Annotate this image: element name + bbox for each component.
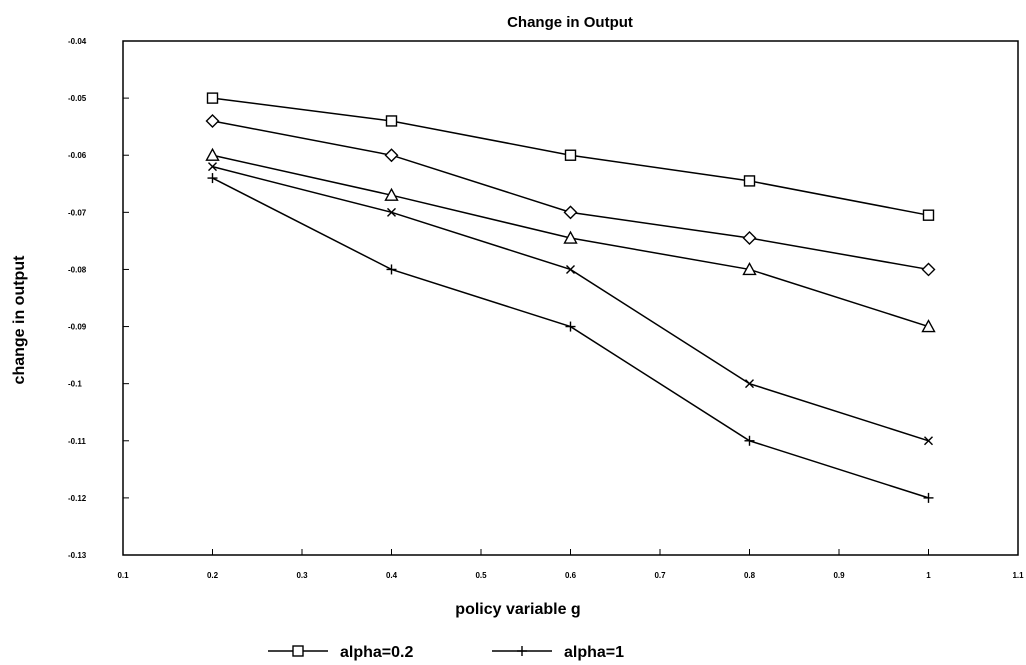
x-tick-label: 1.1 (1012, 571, 1024, 580)
series-layer (205, 92, 936, 503)
data-point-square (385, 115, 398, 127)
legend-label: alpha=0.2 (340, 644, 413, 661)
series-5 (207, 173, 934, 503)
data-point-triangle (921, 319, 936, 333)
x-axis-label: policy variable g (455, 601, 580, 618)
data-point-square (564, 149, 577, 161)
legend: alpha=0.2 alpha=1 (268, 644, 624, 661)
x-tick-label: 0.4 (386, 571, 398, 580)
data-point-x (566, 264, 575, 274)
chart-title: Change in Output (507, 14, 633, 31)
x-tick-label: 0.3 (296, 571, 308, 580)
data-point-diamond (563, 205, 578, 220)
x-axis-ticks: 0.1 0.2 0.3 0.4 0.5 0.6 0.7 0.8 0.9 1 1.1 (117, 549, 1024, 580)
y-tick-label: -0.07 (68, 208, 87, 217)
series-line (212, 177, 929, 499)
data-point-diamond (921, 262, 936, 277)
data-point-diamond (384, 148, 399, 163)
y-tick-label: -0.05 (68, 94, 87, 103)
legend-label: alpha=1 (564, 644, 624, 661)
x-tick-label: 0.1 (117, 571, 129, 580)
data-point-x (745, 379, 754, 389)
data-point-square (922, 209, 935, 221)
series-4 (208, 162, 933, 446)
x-tick-label: 0.5 (475, 571, 487, 580)
x-tick-label: 1 (926, 571, 931, 580)
data-point-plus (744, 435, 755, 446)
data-point-x (387, 207, 396, 217)
legend-marker (292, 645, 304, 657)
data-point-triangle (563, 230, 578, 244)
data-point-triangle (384, 187, 399, 201)
data-point-plus (207, 173, 218, 184)
y-tick-label: -0.09 (68, 323, 87, 332)
data-point-plus (923, 492, 934, 503)
y-tick-label: -0.06 (68, 151, 87, 160)
x-tick-label: 0.9 (833, 571, 845, 580)
y-axis-ticks: -0.04 -0.05 -0.06 -0.07 -0.08 -0.09 -0.1 -0.11 -… (68, 37, 129, 560)
data-point-triangle (205, 147, 220, 161)
plot-frame (122, 40, 1019, 556)
y-tick-label: -0.11 (68, 437, 86, 446)
y-axis-label: change in output (11, 255, 28, 385)
data-point-x (208, 162, 217, 172)
data-point-diamond (205, 113, 220, 128)
series-1 (206, 92, 935, 221)
legend-item-plus: alpha=1 (492, 644, 624, 661)
data-point-square (743, 175, 756, 187)
data-point-plus (565, 321, 576, 332)
legend-item-square: alpha=0.2 (268, 644, 413, 661)
data-point-plus (386, 264, 397, 275)
x-tick-label: 0.6 (565, 571, 577, 580)
series-3 (205, 147, 936, 333)
y-tick-label: -0.04 (68, 37, 87, 46)
y-tick-label: -0.1 (68, 380, 82, 389)
y-tick-label: -0.12 (68, 494, 87, 503)
data-point-triangle (742, 261, 757, 276)
data-point-x (924, 436, 933, 446)
series-2 (205, 113, 936, 277)
legend-marker (517, 646, 527, 656)
y-tick-label: -0.08 (68, 265, 87, 274)
data-point-square (206, 92, 219, 104)
x-tick-label: 0.8 (744, 571, 756, 580)
x-tick-label: 0.7 (654, 571, 666, 580)
y-tick-label: -0.13 (68, 551, 87, 560)
x-tick-label: 0.2 (207, 571, 219, 580)
data-point-diamond (742, 231, 757, 246)
